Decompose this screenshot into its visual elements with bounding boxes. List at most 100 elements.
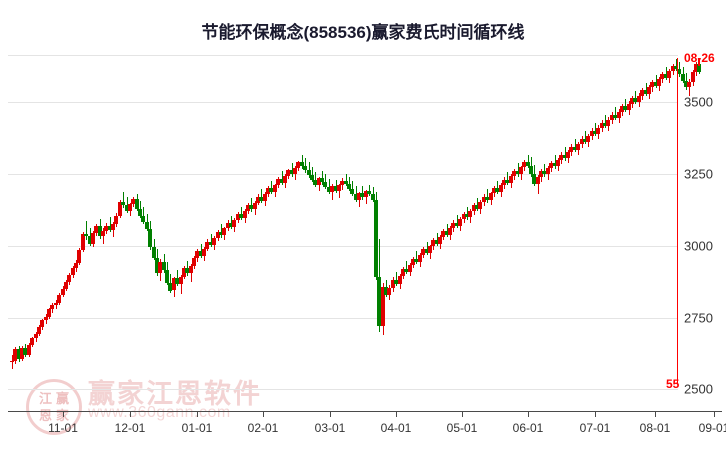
candle-body — [57, 294, 62, 304]
candle-body — [148, 228, 153, 248]
candle-wick — [200, 243, 202, 259]
candle-body — [218, 231, 223, 236]
cycle-date-label: 08-26 — [684, 50, 715, 65]
candle-wick — [564, 147, 566, 161]
candle-body — [205, 241, 210, 249]
candle-body — [535, 177, 540, 185]
candle-body — [124, 205, 129, 211]
x-axis-tick — [462, 411, 463, 417]
x-axis-tick — [263, 411, 264, 417]
candle-body — [363, 191, 368, 198]
candle-body — [505, 179, 510, 183]
candle-body — [23, 347, 28, 355]
candle-body — [586, 135, 591, 143]
gridline — [8, 389, 678, 390]
candle-wick — [645, 82, 647, 97]
candle-body — [596, 127, 601, 135]
candle-body — [138, 208, 143, 216]
candle-body — [249, 205, 254, 210]
candle-body — [502, 179, 507, 185]
candle-body — [633, 98, 638, 102]
candle-body — [225, 222, 230, 229]
candle-body — [296, 162, 301, 168]
candle-body — [289, 170, 294, 175]
candle-body — [47, 309, 52, 317]
candle-body — [286, 170, 291, 177]
candle-body — [572, 146, 577, 151]
candle-body — [53, 303, 58, 306]
candle-wick — [497, 180, 499, 194]
candle-wick — [180, 274, 182, 294]
candle-body — [74, 262, 79, 269]
candle-body — [373, 199, 378, 277]
time-cycle-anchor-tick — [698, 57, 700, 66]
candle-wick — [291, 162, 293, 177]
time-cycle-vertical-line — [676, 57, 678, 384]
candle-body — [616, 111, 621, 118]
candle-body — [555, 159, 560, 167]
candle-body — [188, 265, 193, 274]
candle-body — [667, 71, 672, 78]
candle-body — [181, 268, 186, 277]
x-axis-tick — [528, 411, 529, 417]
candle-wick — [325, 174, 327, 190]
candle-body — [20, 347, 25, 359]
candle-body — [441, 231, 446, 238]
candle-body — [539, 171, 544, 178]
candle-body — [269, 188, 274, 193]
x-axis-tick — [595, 411, 596, 417]
candle-body — [242, 211, 247, 219]
candle-body — [657, 79, 662, 86]
x-axis-tick-label: 01-01 — [181, 421, 213, 435]
candle-body — [491, 188, 496, 194]
candle-body — [13, 349, 18, 361]
candle-body — [495, 188, 500, 192]
candle-body — [333, 186, 338, 191]
candle-body — [262, 193, 267, 201]
candle-body — [542, 171, 547, 175]
candle-body — [680, 74, 685, 81]
candle-wick — [261, 189, 263, 204]
candle-body — [303, 166, 308, 171]
watermark-brand: 赢家江恩软件 — [88, 379, 262, 409]
candle-body — [559, 154, 564, 160]
seal-char-4: 家 — [54, 407, 71, 424]
candle-body — [316, 177, 321, 185]
x-axis-tick-label: 08-01 — [639, 421, 671, 435]
candle-body — [353, 193, 358, 200]
candle-body — [606, 119, 611, 126]
x-axis-tick — [655, 411, 656, 417]
candle-body — [33, 333, 38, 339]
candle-body — [677, 69, 682, 75]
candle-body — [478, 201, 483, 209]
candle-body — [451, 222, 456, 228]
candle-body — [599, 122, 604, 128]
candle-body — [434, 240, 439, 244]
candle-wick — [126, 197, 128, 214]
gridline — [8, 318, 678, 319]
candle-body — [569, 146, 574, 152]
candle-body — [252, 202, 257, 210]
candle-body — [444, 231, 449, 235]
candle-wick — [369, 184, 371, 197]
candle-body — [141, 215, 146, 223]
candle-body — [245, 205, 250, 212]
candle-wick — [86, 220, 88, 240]
candle-body — [380, 287, 385, 327]
candle-body — [650, 82, 655, 88]
candle-body — [215, 231, 220, 239]
candle-body — [390, 279, 395, 288]
candle-wick — [305, 158, 307, 173]
candle-body — [387, 287, 392, 295]
candle-wick — [466, 206, 468, 220]
candle-body — [481, 196, 486, 202]
candle-wick — [507, 172, 509, 186]
candle-body — [313, 180, 318, 185]
candle-body — [232, 219, 237, 227]
gridline — [8, 246, 678, 247]
candle-wick — [446, 223, 448, 238]
candle-wick — [345, 173, 347, 187]
candle-body — [515, 170, 520, 175]
x-axis-tick-label: 05-01 — [446, 421, 478, 435]
